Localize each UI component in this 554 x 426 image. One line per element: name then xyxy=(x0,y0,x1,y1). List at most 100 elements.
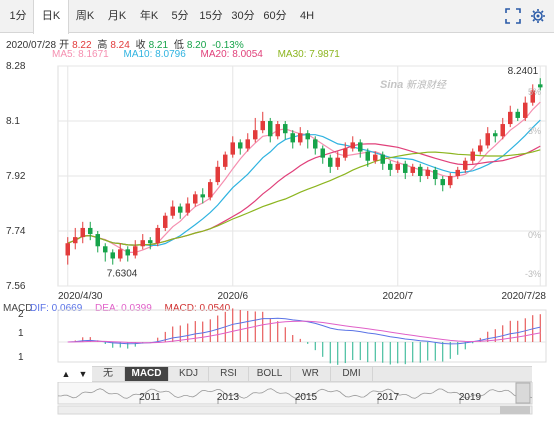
candle xyxy=(485,127,490,149)
scroll-up-icon[interactable]: ▲ xyxy=(61,369,71,379)
candle xyxy=(343,142,348,161)
pct-tick-label: -3% xyxy=(525,269,541,279)
candle xyxy=(88,221,93,241)
candle xyxy=(178,203,183,219)
indicator-tab-dmi[interactable]: DMI xyxy=(331,367,373,381)
macd-legend: DIF: 0.0669 DEA: 0.0399 MACD: 0.0540 xyxy=(30,303,240,314)
y-tick-label: 8.28 xyxy=(6,61,26,72)
tab-period-9[interactable]: 4H xyxy=(299,10,315,22)
tab-period-3[interactable]: 月K xyxy=(107,10,127,22)
x-tick-label: 2020/7/28 xyxy=(502,291,547,300)
y-tick-label: 8.1 xyxy=(6,116,20,127)
time-navigator[interactable]: 2011 2013 2015 2017 2019 xyxy=(0,382,554,426)
indicator-tab-macd[interactable]: MACD xyxy=(125,367,169,381)
candle xyxy=(208,179,213,201)
candle xyxy=(455,166,460,180)
candle xyxy=(133,240,138,259)
candle xyxy=(433,166,438,186)
candle xyxy=(448,172,453,189)
candle xyxy=(215,160,220,186)
indicator-tab-bar: 无 MACD KDJ RSI BOLL WR DMI xyxy=(92,366,532,382)
ma-legend: MA5: 8.1671 MA10: 8.0796 MA20: 8.0054 MA… xyxy=(52,49,352,60)
candle xyxy=(305,130,310,149)
candle xyxy=(388,160,393,176)
candle xyxy=(95,231,100,253)
indicator-tab-rsi[interactable]: RSI xyxy=(209,367,249,381)
macd-tick-label: 2 xyxy=(18,309,24,320)
ma5-line xyxy=(67,101,541,253)
scroll-down-icon[interactable]: ▼ xyxy=(78,369,88,379)
candle xyxy=(530,84,535,106)
candle xyxy=(290,130,295,149)
tab-period-1[interactable]: 日K xyxy=(33,0,69,34)
candle xyxy=(73,227,78,250)
price-annotation: 7.6304 xyxy=(107,268,138,279)
navigator-year-label: 2019 xyxy=(459,392,482,403)
candle xyxy=(365,148,370,167)
info-open-label: 开 xyxy=(59,40,70,51)
candle xyxy=(410,163,415,176)
indicator-tab-wr[interactable]: WR xyxy=(291,367,331,381)
tab-period-2[interactable]: 周K xyxy=(75,10,95,22)
watermark-text: 新浪财经 xyxy=(406,80,447,91)
period-tab-bar: 1分 日K 周K 月K 年K 5分 15分 30分 60分 4H xyxy=(0,0,554,34)
y-tick-label: 7.92 xyxy=(6,171,26,182)
tab-period-4[interactable]: 年K xyxy=(139,10,159,22)
candle xyxy=(193,191,198,207)
ma10-legend: MA10: 8.0796 xyxy=(123,49,186,60)
navigator-year-label: 2013 xyxy=(217,392,240,403)
tab-period-5[interactable]: 5分 xyxy=(171,10,189,22)
tab-period-0[interactable]: 1分 xyxy=(9,10,27,22)
dif-legend: DIF: 0.0669 xyxy=(30,303,83,314)
candle xyxy=(80,221,85,244)
info-high: 8.24 xyxy=(110,40,130,51)
ma5-legend: MA5: 8.1671 xyxy=(52,49,109,60)
candle xyxy=(223,151,228,170)
candle xyxy=(313,136,318,155)
info-low-label: 低 xyxy=(173,40,184,51)
candle xyxy=(125,246,130,262)
candle xyxy=(275,121,280,140)
candle xyxy=(170,200,175,219)
candle xyxy=(470,148,475,164)
candle xyxy=(440,176,445,192)
settings-icon[interactable] xyxy=(530,8,546,24)
dea-line xyxy=(67,320,541,344)
candle xyxy=(65,237,70,265)
indicator-tab-kdj[interactable]: KDJ xyxy=(169,367,209,381)
x-tick-label: 2020/6 xyxy=(217,291,248,300)
candle xyxy=(268,117,273,143)
candle xyxy=(238,139,243,155)
candle xyxy=(253,117,258,143)
fullscreen-icon[interactable] xyxy=(505,8,521,24)
candle xyxy=(163,212,168,231)
info-high-label: 高 xyxy=(97,40,108,51)
candle xyxy=(283,121,288,140)
candle xyxy=(463,157,468,173)
info-low: 8.20 xyxy=(186,40,207,51)
indicator-tab-无[interactable]: 无 xyxy=(92,367,125,381)
candle xyxy=(478,139,483,155)
tab-period-6[interactable]: 15分 xyxy=(199,10,223,22)
tab-period-8[interactable]: 60分 xyxy=(263,10,287,22)
navigator-scroll-thumb xyxy=(500,406,530,414)
tab-period-7[interactable]: 30分 xyxy=(231,10,255,22)
navigator-year-label: 2011 xyxy=(139,392,161,403)
info-close-label: 收 xyxy=(135,40,146,51)
indicator-tab-boll[interactable]: BOLL xyxy=(249,367,291,381)
candlestick-chart[interactable]: 8.28 8.1 7.92 7.74 7.56 5% 3% 0% -3% 2020/4/30 202… xyxy=(0,0,554,300)
ma20-legend: MA20: 8.0054 xyxy=(200,49,263,60)
info-open: 8.22 xyxy=(72,40,92,51)
ma30-legend: MA30: 7.9871 xyxy=(277,49,340,60)
pct-tick-label: 3% xyxy=(528,126,541,136)
pct-tick-label: 5% xyxy=(528,87,541,97)
candle xyxy=(515,108,520,121)
x-tick-label: 2020/7 xyxy=(382,291,413,300)
watermark: Sina 新浪财经 xyxy=(380,79,447,91)
candle xyxy=(395,160,400,173)
navigator-scrollbar xyxy=(57,405,533,415)
info-date: 2020/07/28 xyxy=(6,40,57,51)
candle xyxy=(403,160,408,180)
candle xyxy=(245,133,250,152)
candle xyxy=(118,243,123,262)
